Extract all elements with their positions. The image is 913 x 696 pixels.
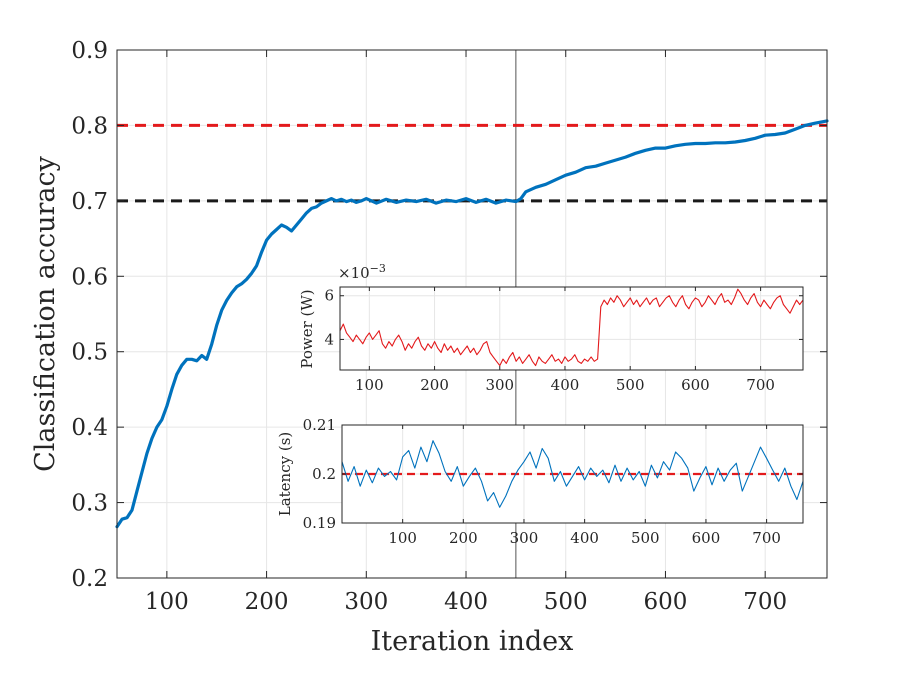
main-x-axis-label: Iteration index [371, 626, 574, 657]
power-x-tick-label: 600 [681, 376, 710, 394]
main-y-tick-label: 0.3 [71, 491, 108, 517]
latency-series-line [341, 440, 804, 508]
main-axes-box [116, 49, 828, 579]
latency-y-tick-label: 0.21 [303, 416, 336, 434]
main-x-tick-label: 700 [743, 589, 787, 615]
latency-ticks: 100 200 300 400 500 600 700 0.19 0.2 0.21 [303, 416, 803, 547]
main-y-axis-label: Classification accuracy [30, 155, 61, 472]
main-y-tick-label: 0.8 [71, 113, 108, 139]
power-series-line [339, 288, 804, 367]
main-y-tick-label: 0.4 [71, 415, 108, 441]
power-exponent-base: ×10 [338, 264, 370, 282]
latency-x-tick-label: 700 [752, 529, 781, 547]
main-y-tick-label: 0.7 [71, 189, 108, 215]
main-reference-lines [117, 123, 827, 203]
main-x-tick-label: 600 [644, 589, 688, 615]
power-y-tick-label: 4 [324, 330, 334, 348]
latency-series [341, 440, 804, 508]
power-x-tick-label: 100 [355, 376, 384, 394]
main-y-tick-label: 0.9 [71, 38, 108, 64]
main-x-tick-label: 300 [344, 589, 388, 615]
latency-x-tick-label: 400 [570, 529, 599, 547]
latency-x-tick-label: 600 [692, 529, 721, 547]
main-series [115, 119, 829, 529]
power-x-tick-label: 300 [485, 376, 514, 394]
latency-x-tick-label: 500 [631, 529, 660, 547]
latency-inset: 100 200 300 400 500 600 700 0.19 0.2 0.21 Latency… [276, 416, 804, 547]
power-x-tick-label: 200 [420, 376, 449, 394]
latency-y-tick-label: 0.19 [303, 514, 336, 532]
power-x-tick-label: 400 [551, 376, 580, 394]
power-axes-box [339, 286, 804, 371]
latency-x-tick-label: 100 [388, 529, 417, 547]
power-inset: 100 200 300 400 500 600 700 4 6 ×10−3 Power (W) [298, 262, 804, 394]
main-y-tick-label: 0.5 [71, 340, 108, 366]
power-x-tick-label: 700 [746, 376, 775, 394]
power-series [339, 288, 804, 367]
power-inset-background [340, 287, 803, 370]
power-ticks: 100 200 300 400 500 600 700 4 6 [324, 287, 803, 394]
main-x-tick-label: 500 [544, 589, 588, 615]
power-exponent-label: ×10−3 [338, 262, 386, 282]
latency-y-tick-label: 0.2 [312, 465, 336, 483]
latency-x-tick-label: 300 [510, 529, 539, 547]
latency-y-axis-label: Latency (s) [276, 432, 294, 517]
main-ticks: 100 200 300 400 500 600 700 0.2 0.3 0.4 0.5 0.6 0.7 0… [71, 38, 827, 615]
power-exponent-power: −3 [370, 262, 386, 275]
main-y-tick-label: 0.2 [71, 566, 108, 592]
main-y-tick-label: 0.6 [71, 264, 108, 290]
power-x-tick-label: 500 [616, 376, 645, 394]
power-y-axis-label: Power (W) [298, 289, 316, 368]
main-x-tick-label: 200 [245, 589, 289, 615]
main-x-tick-label: 100 [145, 589, 189, 615]
power-y-tick-label: 6 [324, 287, 334, 305]
main-x-tick-label: 400 [444, 589, 488, 615]
latency-x-tick-label: 200 [449, 529, 478, 547]
main-series-line [115, 119, 829, 529]
